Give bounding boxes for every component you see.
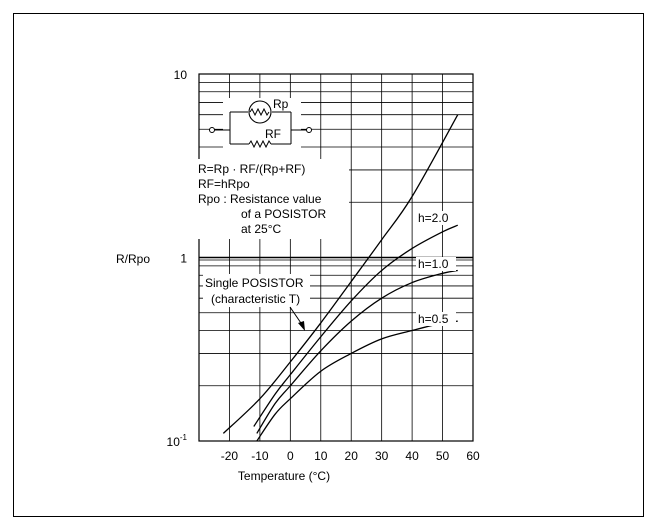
terminal-left-icon — [209, 127, 215, 133]
label-h-0-5: h=0.5 — [418, 312, 449, 326]
formula-line-3: Rpo : Resistance value — [198, 192, 322, 206]
label-h-2-0: h=2.0 — [418, 211, 449, 225]
circuit-diagram: Rp RF — [209, 97, 312, 162]
x-tick-label: -10 — [251, 449, 269, 463]
series-line-2 — [256, 269, 458, 434]
x-tick-label: 20 — [345, 449, 359, 463]
y-tick-label: 1 — [180, 252, 187, 266]
x-tick-label: 30 — [375, 449, 389, 463]
pointer-arrowhead-icon — [298, 321, 305, 331]
resistance-temperature-chart: -20 -10 0 10 20 30 40 50 60 10-1 1 10 Rp RF R=Rp · … — [116, 68, 480, 483]
formula-line-5: at 25°C — [241, 222, 281, 236]
circuit-label-rp: Rp — [273, 97, 289, 111]
x-tick-label: 60 — [466, 449, 480, 463]
formula-line-2: RF=hRpo — [198, 177, 250, 191]
formula-line-4: of a POSISTOR — [241, 207, 326, 221]
grid — [199, 74, 473, 441]
label-single-posistor: Single POSISTOR — [205, 276, 304, 290]
x-tick-label: 50 — [436, 449, 450, 463]
formula-line-1: R=Rp · RF/(Rp+RF) — [198, 162, 305, 176]
label-characteristic-t: (characteristic T) — [211, 292, 300, 306]
series-line-0 — [222, 114, 459, 434]
resistor-symbol-icon — [248, 139, 272, 149]
plot-area-border — [198, 73, 474, 442]
x-tick-label: -20 — [221, 449, 239, 463]
label-h-1-0: h=1.0 — [418, 257, 449, 271]
formula-block: R=Rp · RF/(Rp+RF) RF=hRpo Rpo : Resistan… — [196, 159, 349, 239]
x-axis-title: Temperature (°C) — [238, 469, 330, 483]
curve-labels: h=2.0 h=1.0 h=0.5 Single POSISTOR (chara… — [203, 211, 456, 331]
x-tick-label: 0 — [287, 449, 294, 463]
y-tick-label: 10 — [174, 68, 188, 82]
x-tick-label: 10 — [314, 449, 328, 463]
x-tick-label: 40 — [405, 449, 419, 463]
y-tick-label: 10-1 — [167, 433, 188, 449]
y-axis-title: R/Rpo — [116, 252, 150, 266]
figure-frame: -20 -10 0 10 20 30 40 50 60 10-1 1 10 Rp RF R=Rp · … — [13, 13, 644, 517]
series-line-1 — [253, 224, 459, 427]
tick-labels: -20 -10 0 10 20 30 40 50 60 10-1 1 10 — [167, 68, 480, 463]
circuit-label-rf: RF — [265, 127, 281, 141]
terminal-right-icon — [306, 127, 312, 133]
series-line-3 — [256, 320, 458, 442]
